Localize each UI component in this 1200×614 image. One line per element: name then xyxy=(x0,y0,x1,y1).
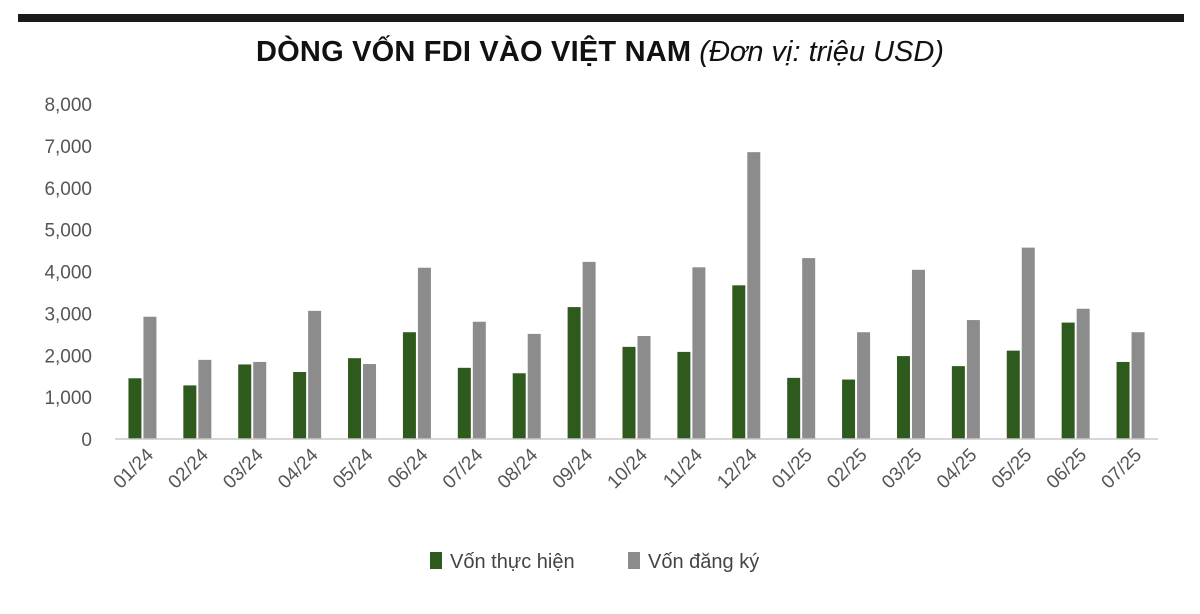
legend-swatch xyxy=(628,552,640,569)
bar-von-thuc-hien xyxy=(348,358,362,439)
bar-von-dang-ky xyxy=(417,267,431,439)
bar-von-dang-ky xyxy=(363,364,377,439)
y-tick-label: 6,000 xyxy=(44,179,92,200)
bar-von-thuc-hien xyxy=(183,385,197,439)
bar-von-thuc-hien xyxy=(842,379,856,439)
y-tick-label: 8,000 xyxy=(44,95,92,116)
bar-von-thuc-hien xyxy=(1116,361,1130,439)
x-tick-label: 01/24 xyxy=(110,444,159,493)
x-tick-label: 01/25 xyxy=(768,445,816,493)
top-rule xyxy=(18,14,1184,22)
x-tick-label: 03/25 xyxy=(878,445,926,493)
x-tick-label: 07/24 xyxy=(439,444,488,493)
x-tick-label: 06/24 xyxy=(384,444,433,493)
x-tick-label: 11/24 xyxy=(659,444,707,492)
bar-von-dang-ky xyxy=(802,258,816,439)
bar-von-thuc-hien xyxy=(1061,322,1075,439)
bar-von-thuc-hien xyxy=(622,346,636,439)
y-tick-label: 5,000 xyxy=(44,221,92,242)
bar-von-dang-ky xyxy=(143,316,157,439)
bar-von-thuc-hien xyxy=(512,373,526,439)
y-tick-label: 7,000 xyxy=(44,137,92,158)
bar-von-thuc-hien xyxy=(457,367,471,439)
legend-swatch xyxy=(430,552,442,569)
bar-von-dang-ky xyxy=(1021,247,1035,439)
bar-von-thuc-hien xyxy=(787,377,801,439)
bars xyxy=(128,152,1145,439)
x-tick-label: 05/25 xyxy=(988,445,1036,493)
y-tick-label: 2,000 xyxy=(44,346,92,367)
x-tick-label: 12/24 xyxy=(713,444,762,493)
bar-von-dang-ky xyxy=(527,333,541,439)
bar-von-dang-ky xyxy=(857,332,871,439)
bar-von-thuc-hien xyxy=(402,332,416,439)
bar-von-dang-ky xyxy=(198,359,212,439)
x-tick-label: 06/25 xyxy=(1043,445,1091,493)
x-tick-label: 04/24 xyxy=(274,444,323,493)
bar-von-thuc-hien xyxy=(951,366,965,439)
bar-von-dang-ky xyxy=(966,320,980,439)
x-tick-label: 03/24 xyxy=(219,444,268,493)
x-tick-label: 08/24 xyxy=(494,444,543,493)
x-tick-label: 10/24 xyxy=(604,444,653,493)
y-tick-label: 4,000 xyxy=(44,263,92,284)
bar-von-dang-ky xyxy=(637,335,651,439)
bar-von-dang-ky xyxy=(253,361,267,439)
x-tick-label: 02/25 xyxy=(823,445,871,493)
y-tick-label: 0 xyxy=(81,430,92,451)
x-axis: 01/24 02/24 03/24 04/24 05/24 06/24 07/24 08/24… xyxy=(110,444,1147,493)
bar-von-dang-ky xyxy=(582,261,596,439)
chart-title-main: DÒNG VỐN FDI VÀO VIỆT NAM xyxy=(256,36,692,68)
x-tick-label: 07/25 xyxy=(1098,445,1146,493)
bar-von-dang-ky xyxy=(692,267,706,439)
y-axis: 0 1,000 2,000 3,000 4,000 5,000 6,000 7,000 8,00… xyxy=(44,95,92,451)
x-tick-label: 09/24 xyxy=(549,444,598,493)
bar-von-dang-ky xyxy=(1131,332,1145,439)
chart-title: DÒNG VỐN FDI VÀO VIỆT NAM (Đơn vị: triệu … xyxy=(0,36,1200,69)
legend-label: Vốn thực hiện xyxy=(450,551,575,573)
x-tick-label: 04/25 xyxy=(933,445,981,493)
bar-von-thuc-hien xyxy=(1006,350,1020,439)
legend: Vốn thực hiện Vốn đăng ký xyxy=(430,551,759,573)
x-tick-label: 05/24 xyxy=(329,444,378,493)
legend-label: Vốn đăng ký xyxy=(648,551,759,573)
x-tick-label: 02/24 xyxy=(164,444,213,493)
bar-von-thuc-hien xyxy=(732,285,746,439)
bar-von-thuc-hien xyxy=(238,364,252,439)
bar-von-dang-ky xyxy=(747,152,761,439)
bar-von-dang-ky xyxy=(472,321,486,439)
y-tick-label: 3,000 xyxy=(44,304,92,325)
bar-von-thuc-hien xyxy=(896,356,910,439)
bar-von-thuc-hien xyxy=(128,378,142,439)
y-tick-label: 1,000 xyxy=(44,388,92,409)
bar-von-dang-ky xyxy=(1076,308,1090,439)
bar-von-thuc-hien xyxy=(293,372,307,439)
bar-von-thuc-hien xyxy=(567,307,581,439)
bar-von-dang-ky xyxy=(308,310,322,439)
chart-unit: (Đơn vị: triệu USD) xyxy=(699,36,944,68)
bar-von-thuc-hien xyxy=(677,351,691,439)
bar-von-dang-ky xyxy=(911,269,925,439)
